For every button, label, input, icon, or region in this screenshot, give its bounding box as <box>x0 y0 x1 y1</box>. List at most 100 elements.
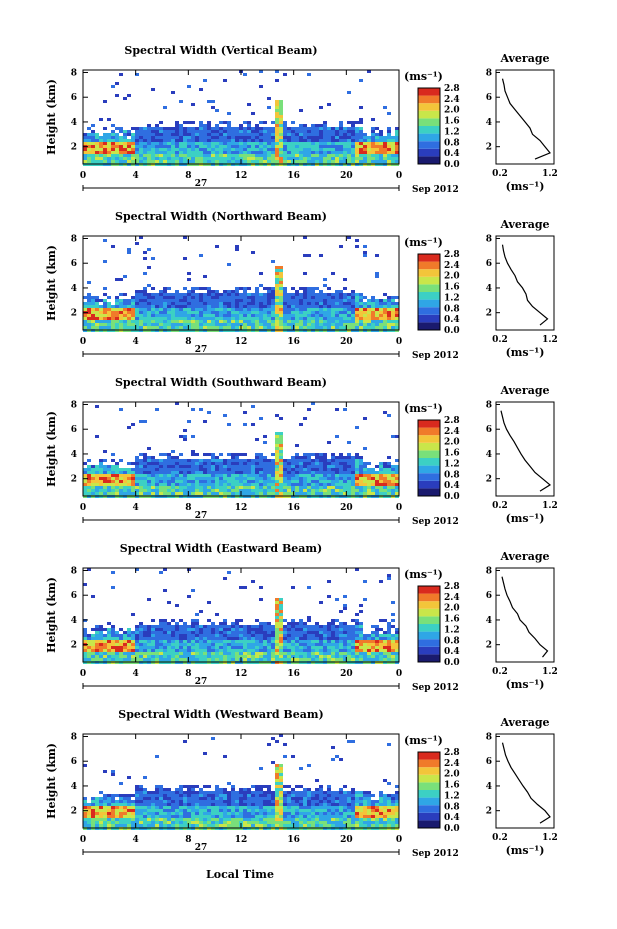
heatmap-cell <box>275 79 279 82</box>
heatmap-cell <box>383 658 387 661</box>
heatmap-cell <box>115 278 119 281</box>
heatmap-cell <box>211 492 215 495</box>
heatmap-cell <box>355 157 359 160</box>
heatmap-cell <box>351 480 355 483</box>
heatmap-cell <box>335 486 339 489</box>
heatmap-cell <box>127 631 131 634</box>
heatmap-cell <box>299 314 303 317</box>
heatmap-cell <box>283 652 287 655</box>
heatmap-cell <box>379 302 383 305</box>
heatmap-cell <box>199 492 203 495</box>
heatmap-cell <box>143 824 147 827</box>
heatmap-cell <box>287 139 291 142</box>
heatmap-cell <box>383 314 387 317</box>
heatmap-cell <box>155 471 159 474</box>
heatmap-cell <box>99 151 103 154</box>
heatmap-cell <box>275 308 279 311</box>
heatmap-cell <box>247 130 251 133</box>
heatmap-cell <box>115 794 119 797</box>
heatmap-cell <box>267 462 271 465</box>
heatmap-cell <box>183 145 187 148</box>
heatmap-cell <box>83 486 87 489</box>
heatmap-cell <box>355 634 359 637</box>
heatmap-cell <box>211 480 215 483</box>
heatmap-cell <box>299 462 303 465</box>
heatmap-cell <box>263 145 267 148</box>
heatmap-cell <box>359 643 363 646</box>
heatmap-cell <box>283 133 287 136</box>
heatmap-cell <box>299 133 303 136</box>
heatmap-cell <box>375 142 379 145</box>
heatmap-cell <box>291 148 295 151</box>
heatmap-cell <box>115 631 119 634</box>
heatmap-cell <box>171 631 175 634</box>
heatmap-cell <box>295 480 299 483</box>
heatmap-cell <box>239 314 243 317</box>
heatmap-cell <box>167 483 171 486</box>
heatmap-cell <box>379 130 383 133</box>
heatmap-cell <box>295 646 299 649</box>
heatmap-cell <box>279 628 283 631</box>
heatmap-cell <box>375 655 379 658</box>
heatmap-cell <box>83 142 87 145</box>
heatmap-cell <box>247 652 251 655</box>
heatmap-cell <box>235 308 239 311</box>
heatmap-cell <box>127 776 131 779</box>
heatmap-cell <box>187 652 191 655</box>
heatmap-cell <box>235 311 239 314</box>
heatmap-cell <box>95 474 99 477</box>
heatmap-cell <box>383 480 387 483</box>
heatmap-cell <box>227 655 231 658</box>
heatmap-cell <box>131 794 135 797</box>
heatmap-cell <box>111 643 115 646</box>
heatmap-cell <box>311 160 315 163</box>
heatmap-cell <box>359 631 363 634</box>
heatmap-cell <box>175 136 179 139</box>
heatmap-cell <box>291 133 295 136</box>
heatmap-cell <box>335 435 339 438</box>
heatmap-cell <box>387 305 391 308</box>
heatmap-cell <box>355 625 359 628</box>
colorbar-segment <box>418 442 440 451</box>
heatmap-cell <box>103 308 107 311</box>
heatmap-cell <box>123 640 127 643</box>
heatmap-cell <box>143 251 147 254</box>
heatmap-cell <box>311 157 315 160</box>
heatmap-cell <box>143 634 147 637</box>
heatmap-cell <box>103 326 107 329</box>
heatmap-cell <box>379 492 383 495</box>
heatmap-cell <box>123 797 127 800</box>
heatmap-cell <box>307 296 311 299</box>
heatmap-cell <box>179 465 183 468</box>
heatmap-cell <box>139 305 143 308</box>
heatmap-cell <box>327 480 331 483</box>
heatmap-cell <box>143 308 147 311</box>
heatmap-cell <box>219 317 223 320</box>
heatmap-cell <box>215 480 219 483</box>
heatmap-cell <box>335 160 339 163</box>
heatmap-cell <box>239 311 243 314</box>
heatmap-cell <box>363 148 367 151</box>
heatmap-cell <box>319 480 323 483</box>
heatmap-cell <box>379 486 383 489</box>
heatmap-cell <box>283 643 287 646</box>
heatmap-cell <box>187 631 191 634</box>
heatmap-cell <box>139 462 143 465</box>
heatmap-cell <box>139 640 143 643</box>
x-tick-label: 8 <box>185 503 191 513</box>
heatmap-cell <box>247 477 251 480</box>
heatmap-cell <box>215 154 219 157</box>
heatmap-cell <box>319 640 323 643</box>
heatmap-cell <box>103 794 107 797</box>
heatmap-cell <box>127 806 131 809</box>
heatmap-cell <box>115 139 119 142</box>
heatmap-cell <box>355 456 359 459</box>
heatmap-cell <box>159 311 163 314</box>
heatmap-cell <box>135 794 139 797</box>
heatmap-cell <box>303 320 307 323</box>
heatmap-cell <box>199 136 203 139</box>
heatmap-cell <box>199 471 203 474</box>
heatmap-cell <box>231 320 235 323</box>
heatmap-cell <box>127 151 131 154</box>
heatmap-cell <box>343 658 347 661</box>
